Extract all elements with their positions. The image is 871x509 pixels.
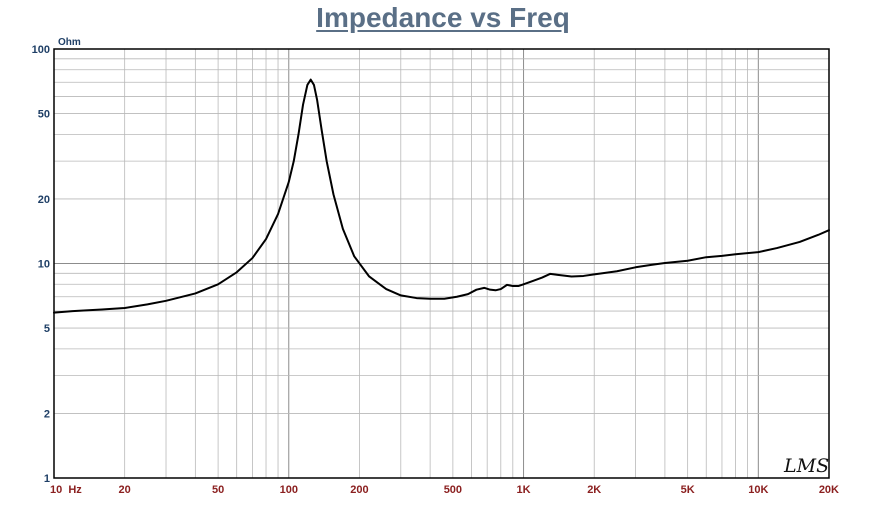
y-tick-label: 10 <box>38 259 50 271</box>
x-tick-labels: 10 Hz 20 50 100 200 500 1K 2K 5K 10K 20K <box>50 484 839 496</box>
x-tick-label: 1K <box>517 484 531 496</box>
x-tick-label: 2K <box>587 484 601 496</box>
y-axis-unit-label: Ohm <box>58 37 81 48</box>
x-tick-label: 5K <box>681 484 695 496</box>
x-tick-label: 10K <box>748 484 768 496</box>
y-tick-label: 20 <box>38 194 50 206</box>
y-tick-labels: 1 2 5 10 20 50 100 <box>32 44 50 485</box>
chart-title: Impedance vs Freq <box>316 2 570 33</box>
grid-lines <box>54 49 829 478</box>
impedance-curve <box>53 78 830 314</box>
x-tick-label: 20K <box>819 484 839 496</box>
lms-brand-mark: LMS <box>783 455 829 477</box>
y-tick-label: 100 <box>32 44 50 56</box>
x-tick-label: 20 <box>119 484 131 496</box>
x-tick-label: 50 <box>212 484 224 496</box>
x-tick-label: 200 <box>350 484 368 496</box>
x-tick-label: 10 Hz <box>50 484 82 496</box>
y-tick-label: 2 <box>44 408 50 420</box>
plot-frame <box>53 48 830 479</box>
y-tick-label: 5 <box>44 323 50 335</box>
y-tick-label: 50 <box>38 109 50 121</box>
x-tick-label: 100 <box>280 484 298 496</box>
y-tick-label: 1 <box>44 473 50 485</box>
x-tick-label: 500 <box>444 484 462 496</box>
